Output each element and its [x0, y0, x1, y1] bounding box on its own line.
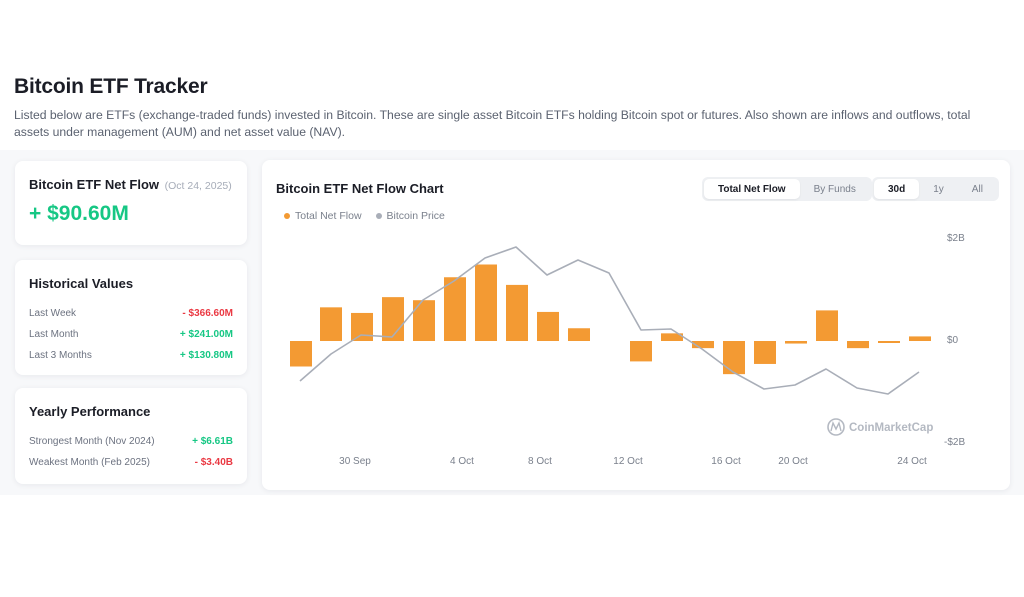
net-flow-bar[interactable]	[382, 297, 404, 341]
net-flow-bar[interactable]	[878, 341, 900, 343]
x-tick-label: 24 Oct	[897, 456, 927, 467]
range-30d[interactable]: 30d	[874, 179, 920, 199]
net-flow-bar[interactable]	[754, 341, 776, 364]
range-toggle: 30d 1y All	[872, 177, 999, 201]
yearly-label: Weakest Month (Feb 2025)	[29, 457, 150, 468]
net-flow-title: Bitcoin ETF Net Flow (Oct 24, 2025)	[29, 177, 233, 192]
yearly-performance-card: Yearly Performance Strongest Month (Nov …	[15, 388, 247, 484]
orange-dot-icon	[284, 213, 290, 219]
net-flow-bar[interactable]	[847, 341, 869, 349]
x-tick-label: 30 Sep	[339, 456, 371, 467]
net-flow-chart-panel: $2B $0 -$2B 30 Sep 4 Oct 8 Oct 12 Oct 16 Oct 20…	[262, 160, 1010, 490]
net-flow-bar[interactable]	[506, 284, 528, 341]
net-flow-bar[interactable]	[320, 307, 342, 341]
legend-bitcoin-price[interactable]: Bitcoin Price	[375, 210, 445, 222]
yearly-value: + $6.61B	[192, 436, 233, 447]
coinmarketcap-watermark: CoinMarketCap	[827, 418, 933, 436]
x-axis: 30 Sep 4 Oct 8 Oct 12 Oct 16 Oct 20 Oct 24 Oct	[339, 456, 927, 467]
historical-value: + $130.80M	[179, 350, 233, 361]
historical-values-card: Historical Values Last Week - $366.60M L…	[15, 260, 247, 375]
chart-title: Bitcoin ETF Net Flow Chart	[276, 181, 444, 196]
watermark-text: CoinMarketCap	[849, 422, 933, 434]
net-flow-bar[interactable]	[475, 264, 497, 342]
historical-row: Last 3 Months + $130.80M	[29, 345, 233, 366]
historical-label: Last Month	[29, 329, 79, 340]
historical-values-title: Historical Values	[29, 276, 134, 291]
historical-value: + $241.00M	[179, 329, 233, 340]
net-flow-chart: $2B $0 -$2B 30 Sep 4 Oct 8 Oct 12 Oct 16 Oct 20…	[290, 233, 965, 467]
x-tick-label: 12 Oct	[613, 456, 643, 467]
historical-label: Last 3 Months	[29, 350, 92, 361]
coinmarketcap-logo-icon	[827, 418, 845, 436]
net-flow-date: (Oct 24, 2025)	[164, 180, 232, 192]
y-axis: $2B $0 -$2B	[944, 233, 965, 448]
y-tick-label: $2B	[947, 233, 965, 244]
net-flow-bar[interactable]	[351, 312, 373, 341]
net-flow-bar[interactable]	[723, 341, 745, 375]
bitcoin-price-line	[299, 246, 920, 395]
legend-label: Total Net Flow	[295, 210, 362, 222]
range-1y[interactable]: 1y	[933, 183, 944, 195]
historical-row: Last Month + $241.00M	[29, 324, 233, 345]
net-flow-bar[interactable]	[785, 341, 807, 344]
x-tick-label: 8 Oct	[528, 456, 552, 467]
net-flow-bar[interactable]	[413, 300, 435, 341]
page-description: Listed below are ETFs (exchange-traded f…	[14, 108, 971, 139]
yearly-row: Weakest Month (Feb 2025) - $3.40B	[29, 452, 233, 473]
net-flow-bar[interactable]	[816, 310, 838, 341]
historical-row: Last Week - $366.60M	[29, 303, 233, 324]
historical-value: - $366.60M	[182, 308, 233, 319]
net-flow-bar[interactable]	[290, 341, 312, 367]
net-flow-bar[interactable]	[630, 341, 652, 362]
x-tick-label: 4 Oct	[450, 456, 474, 467]
x-tick-label: 20 Oct	[778, 456, 808, 467]
range-all[interactable]: All	[971, 183, 983, 195]
net-flow-bar[interactable]	[568, 328, 590, 341]
net-flow-title-text: Bitcoin ETF Net Flow	[29, 177, 159, 192]
chart-legend: Total Net Flow Bitcoin Price	[284, 210, 445, 222]
yearly-performance-title: Yearly Performance	[29, 404, 151, 419]
page-title: Bitcoin ETF Tracker	[14, 75, 208, 98]
tab-by-funds[interactable]: By Funds	[813, 183, 856, 195]
yearly-value: - $3.40B	[194, 457, 233, 468]
net-flow-bar[interactable]	[537, 311, 559, 341]
view-toggle: Total Net Flow By Funds	[702, 177, 872, 201]
net-flow-value: + $90.60M	[29, 202, 129, 225]
tab-total-net-flow[interactable]: Total Net Flow	[704, 179, 800, 199]
legend-label: Bitcoin Price	[386, 210, 445, 222]
y-tick-label: -$2B	[944, 437, 965, 448]
historical-label: Last Week	[29, 308, 77, 319]
x-tick-label: 16 Oct	[711, 456, 741, 467]
net-flow-bar[interactable]	[909, 336, 931, 341]
net-flow-bar[interactable]	[444, 277, 466, 341]
gray-dot-icon	[375, 213, 382, 219]
yearly-label: Strongest Month (Nov 2024)	[29, 436, 155, 447]
legend-total-net-flow[interactable]: Total Net Flow	[284, 210, 362, 222]
yearly-row: Strongest Month (Nov 2024) + $6.61B	[29, 431, 233, 452]
y-tick-label: $0	[947, 335, 959, 346]
net-flow-bar[interactable]	[692, 341, 714, 349]
net-flow-bars	[290, 264, 931, 375]
net-flow-bar[interactable]	[661, 333, 683, 341]
net-flow-card: Bitcoin ETF Net Flow (Oct 24, 2025) + $9…	[15, 161, 247, 245]
